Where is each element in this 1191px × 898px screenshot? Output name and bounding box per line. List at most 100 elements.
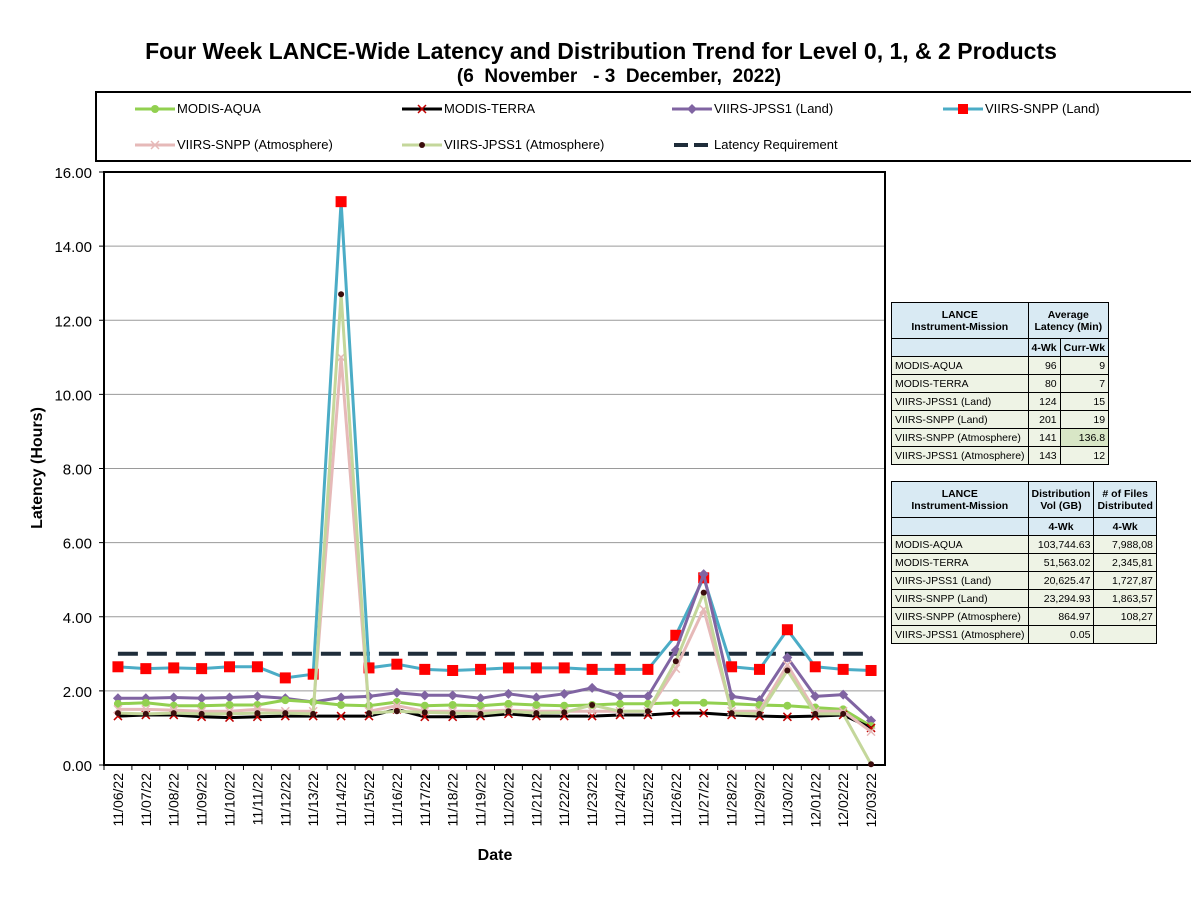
data-point-viirs-jpss1-land: [615, 691, 626, 702]
series-line-viirs-snpp-land: [117, 200, 872, 680]
data-point-viirs-snpp-land: [558, 662, 570, 674]
x-tick-label: 11/30/22: [779, 773, 795, 827]
latency-cell-mission: MODIS-TERRA: [891, 374, 1029, 393]
data-point-viirs-snpp-land: [335, 196, 347, 208]
data-point-viirs-jpss1-atmosphere: [644, 708, 651, 715]
data-point-viirs-jpss1-atmosphere: [421, 709, 428, 716]
legend-label: VIIRS-SNPP (Land): [985, 101, 1100, 116]
data-point-viirs-jpss1-atmosphere: [812, 710, 819, 717]
data-point-viirs-jpss1-atmosphere: [170, 710, 177, 717]
data-point-viirs-snpp-land: [642, 663, 654, 675]
chart-title: Four Week LANCE-Wide Latency and Distrib…: [145, 38, 1057, 64]
legend-label: VIIRS-JPSS1 (Land): [714, 101, 834, 116]
y-tick-label: 4.00: [63, 610, 92, 627]
x-tick-label: 11/07/22: [138, 773, 154, 827]
data-point-viirs-jpss1-atmosphere: [756, 710, 763, 717]
distribution-cell-vol: 864.97: [1027, 607, 1095, 626]
data-point-viirs-snpp-atmosphere: [141, 704, 151, 714]
data-point-viirs-snpp-land: [781, 624, 793, 636]
table-row: VIIRS-JPSS1 (Land) 20,625.47 1,727,87: [891, 571, 1157, 590]
data-point-viirs-jpss1-atmosphere: [282, 710, 289, 717]
data-point-viirs-jpss1-land: [224, 692, 235, 703]
distribution-cell-vol: 23,294.93: [1027, 589, 1095, 608]
data-point-viirs-jpss1-land: [559, 688, 570, 699]
y-tick-label: 14.00: [54, 239, 92, 256]
distribution-table: LANCE Instrument-Mission Distribution Vo…: [891, 481, 1157, 644]
series-line-viirs-jpss1-land: [117, 572, 873, 722]
header-line: Instrument-Mission: [911, 320, 1009, 333]
data-point-viirs-snpp-land: [502, 662, 514, 674]
y-axis-title: Latency (Hours): [29, 407, 46, 529]
y-tick-label: 6.00: [63, 536, 92, 553]
data-point-viirs-jpss1-atmosphere: [561, 709, 568, 716]
data-point-viirs-jpss1-land: [587, 682, 598, 693]
distribution-cell-files: 2,345,81: [1093, 553, 1157, 572]
header-line: # of Files: [1102, 487, 1148, 500]
distribution-cell-vol: 51,563.02: [1027, 553, 1095, 572]
distribution-cell-mission: VIIRS-SNPP (Land): [891, 589, 1029, 608]
latency-cell-curr-wk: 7: [1059, 374, 1110, 393]
table-row: MODIS-TERRA 51,563.02 2,345,81: [891, 553, 1157, 572]
series-line-modis-aqua: [117, 698, 872, 728]
x-tick-label: 11/26/22: [668, 773, 684, 827]
data-point-modis-aqua: [281, 696, 290, 705]
data-point-viirs-jpss1-atmosphere: [142, 710, 149, 717]
x-tick-label: 11/15/22: [361, 773, 377, 827]
latency-table-4wk-header: 4-Wk: [1027, 338, 1061, 357]
data-point-modis-aqua: [560, 701, 569, 710]
data-point-viirs-jpss1-land: [447, 690, 458, 701]
legend-item-viirs-jpss1-atm: VIIRS-JPSS1 (Atmosphere): [402, 137, 604, 152]
data-point-modis-aqua: [448, 700, 457, 709]
data-point-viirs-snpp-land: [140, 663, 152, 675]
x-tick-label: 11/11/22: [249, 773, 265, 826]
dist-table-blank-header: [891, 517, 1029, 536]
y-tick-label: 12.00: [54, 313, 92, 330]
distribution-cell-vol: 20,625.47: [1027, 571, 1095, 590]
latency-table-blank-header: [891, 338, 1029, 357]
data-point-viirs-snpp-land: [865, 664, 877, 676]
y-tick-label: 0.00: [63, 758, 92, 775]
data-point-viirs-snpp-land: [391, 658, 403, 670]
latency-cell-mission: MODIS-AQUA: [891, 356, 1029, 375]
chart-subtitle: (6 November - 3 December, 2022): [456, 66, 782, 87]
distribution-cell-mission: VIIRS-SNPP (Atmosphere): [891, 607, 1029, 626]
data-point-viirs-jpss1-atmosphere: [868, 761, 875, 768]
data-point-viirs-snpp-land: [475, 663, 487, 675]
data-point-modis-aqua: [225, 700, 234, 709]
data-point-viirs-jpss1-land: [503, 688, 514, 699]
data-point-viirs-snpp-atmosphere: [782, 660, 792, 670]
x-tick-label: 11/20/22: [500, 773, 516, 827]
dist-table-vol-4wk-header: 4-Wk: [1027, 517, 1095, 536]
table-row: VIIRS-SNPP (Land) 23,294.93 1,863,57: [891, 589, 1157, 608]
series-line-viirs-snpp-atmosphere: [117, 355, 872, 733]
header-line: Distributed: [1097, 499, 1153, 512]
table-row: MODIS-TERRA 80 7: [891, 374, 1110, 393]
legend-item-viirs-jpss1-land: VIIRS-JPSS1 (Land): [672, 101, 833, 116]
data-point-viirs-snpp-land: [307, 668, 319, 680]
data-point-viirs-jpss1-land: [642, 691, 653, 702]
data-point-modis-terra: [336, 711, 346, 721]
x-tick-label: 11/10/22: [222, 773, 238, 827]
header-line: Average: [1047, 308, 1089, 321]
data-point-viirs-jpss1-atmosphere: [254, 710, 261, 717]
distribution-cell-mission: VIIRS-JPSS1 (Land): [891, 571, 1029, 590]
legend-item-viirs-snpp-atm: VIIRS-SNPP (Atmosphere): [135, 137, 333, 152]
x-tick-label: 11/28/22: [724, 773, 740, 827]
data-point-modis-aqua: [671, 698, 680, 707]
latency-cell-four-wk: 96: [1027, 356, 1061, 375]
table-row: VIIRS-JPSS1 (Atmosphere) 143 12: [891, 446, 1110, 465]
x-tick-label: 11/09/22: [194, 773, 210, 827]
data-point-modis-aqua: [504, 699, 513, 708]
data-point-viirs-snpp-land: [168, 662, 180, 674]
x-tick-label: 11/16/22: [389, 773, 405, 827]
data-point-viirs-jpss1-land: [698, 569, 709, 580]
legend-marker-icon: [135, 139, 175, 150]
latency-cell-curr-wk: 9: [1059, 356, 1110, 375]
latency-cell-mission: VIIRS-SNPP (Atmosphere): [891, 428, 1029, 447]
data-point-viirs-jpss1-land: [838, 689, 849, 700]
latency-table-currwk-header: Curr-Wk: [1059, 338, 1110, 357]
latency-cell-mission: VIIRS-SNPP (Land): [891, 410, 1029, 429]
table-row: VIIRS-SNPP (Atmosphere) 864.97 108,27: [891, 607, 1157, 626]
legend-item-modis-aqua: MODIS-AQUA: [135, 101, 261, 116]
data-point-modis-aqua: [253, 700, 262, 709]
